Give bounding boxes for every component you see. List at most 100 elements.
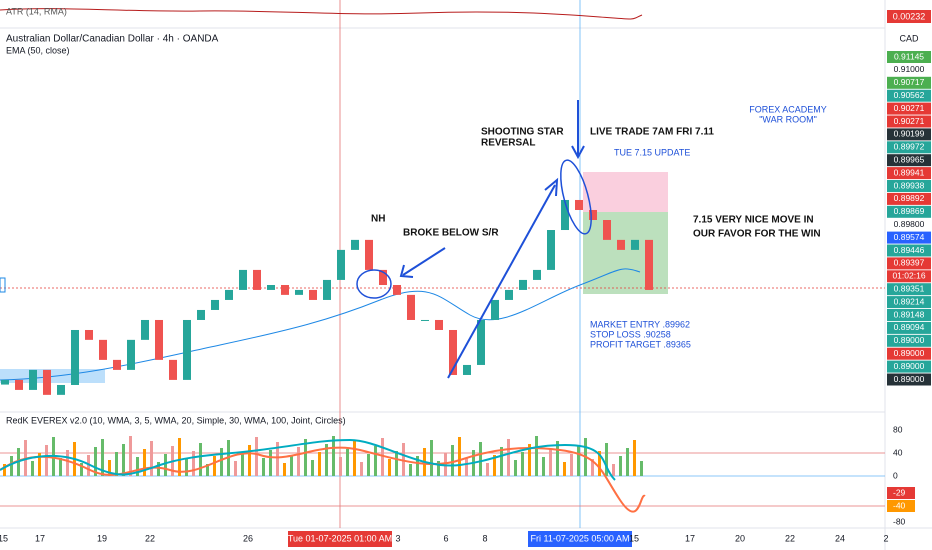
date-label: 17 — [35, 533, 45, 543]
indicator-bar — [108, 460, 111, 476]
indicator-bar — [234, 461, 237, 476]
indicator-bar — [255, 437, 258, 476]
annotation: LIVE TRADE 7AM FRI 7.11 — [590, 127, 714, 138]
indicator-bar — [178, 438, 181, 476]
candle-body — [561, 199, 569, 231]
indicator-bar — [563, 462, 566, 476]
atr-line — [0, 8, 643, 20]
price-badge — [887, 309, 931, 321]
price-label: 0.89941 — [894, 167, 925, 177]
indicator-bar — [528, 444, 531, 476]
candle-body — [631, 239, 639, 250]
annotation: BROKE BELOW S/R — [403, 228, 499, 239]
price-badge — [887, 321, 931, 334]
indicator-bar — [402, 443, 405, 476]
candle-body — [253, 269, 261, 290]
candle-body — [239, 269, 247, 290]
date-label: 22 — [145, 533, 155, 543]
candle-body — [197, 309, 205, 320]
candle-body — [435, 319, 443, 330]
candle-body — [351, 239, 359, 250]
annotation: "WAR ROOM" — [759, 114, 817, 124]
indicator-axis-label: -29 — [893, 487, 906, 497]
candle-body — [127, 339, 135, 370]
date-label: 19 — [97, 533, 107, 543]
indicator-axis-label: 40 — [893, 447, 903, 457]
indicator-badge — [887, 500, 915, 512]
indicator-bar — [381, 438, 384, 476]
indicator-bar — [213, 456, 216, 476]
candle-body — [407, 294, 415, 320]
indicator-bar — [388, 459, 391, 476]
indicator-bar — [640, 461, 643, 476]
indicator-bar — [430, 440, 433, 476]
price-badge — [887, 296, 931, 309]
indicator-bar — [479, 442, 482, 476]
candles — [1, 199, 653, 395]
indicator-bar — [486, 463, 489, 476]
indicator-bar — [262, 458, 265, 476]
circle-drawing — [356, 269, 392, 299]
indicator-bar — [612, 464, 615, 476]
candle-body — [183, 319, 191, 380]
candle-body — [1, 379, 9, 385]
price-label: 0.90271 — [894, 103, 925, 113]
candle-body — [85, 329, 93, 340]
candle-body — [323, 279, 331, 300]
signal-line — [0, 446, 646, 513]
date-label: 22 — [785, 533, 795, 543]
annotation: NH — [371, 214, 385, 225]
indicator-bar — [192, 451, 195, 476]
annotation: MARKET ENTRY .89962 — [590, 319, 690, 329]
indicator-bar — [269, 450, 272, 476]
price-badge — [887, 102, 931, 115]
indicator-bar — [535, 436, 538, 476]
date-label: 26 — [243, 533, 253, 543]
candle-body — [29, 369, 37, 390]
price-badge — [887, 373, 931, 386]
atr-value: 0.00232 — [893, 11, 926, 21]
price-badge — [887, 347, 931, 360]
price-label: 0.89446 — [894, 245, 925, 255]
indicator-axis-label: 0 — [893, 470, 898, 480]
annotation: REVERSAL — [481, 138, 535, 149]
price-badge — [887, 244, 931, 257]
price-badge — [887, 360, 931, 373]
price-badge — [887, 180, 931, 192]
date-label: 24 — [835, 533, 845, 543]
candle-body — [99, 339, 107, 360]
candle-body — [393, 285, 401, 295]
price-badge — [887, 128, 931, 141]
circle-drawing — [560, 159, 592, 235]
price-label: 0.89000 — [894, 361, 925, 371]
date-label: 3 — [395, 533, 400, 543]
annotation: TUE 7.15 UPDATE — [614, 147, 690, 157]
indicator-bar — [549, 449, 552, 476]
indicator-bar — [598, 451, 601, 476]
date-label: 15 — [629, 533, 639, 543]
ema-label: EMA (50, close) — [6, 45, 70, 55]
price-badge — [887, 205, 931, 218]
price-label: 0.89869 — [894, 206, 925, 216]
target-zone — [583, 212, 668, 294]
price-label: 0.89574 — [894, 232, 925, 242]
candle-body — [337, 249, 345, 280]
price-badge — [887, 167, 931, 180]
candle-body — [267, 285, 275, 290]
indicator-bar — [346, 449, 349, 476]
indicator-bar — [325, 444, 328, 476]
candle-body — [281, 285, 289, 295]
candle-body — [43, 369, 51, 395]
indicator-bar — [38, 453, 41, 476]
date-badge — [288, 531, 392, 547]
date-badge — [528, 531, 632, 547]
indicator-bar — [591, 459, 594, 476]
indicator-bar — [367, 454, 370, 476]
indicator-bar — [416, 456, 419, 476]
price-badge — [887, 334, 931, 347]
indicator-bar — [514, 460, 517, 476]
indicator-bar — [311, 460, 314, 476]
candle-body — [505, 289, 513, 300]
price-badge — [887, 257, 931, 270]
